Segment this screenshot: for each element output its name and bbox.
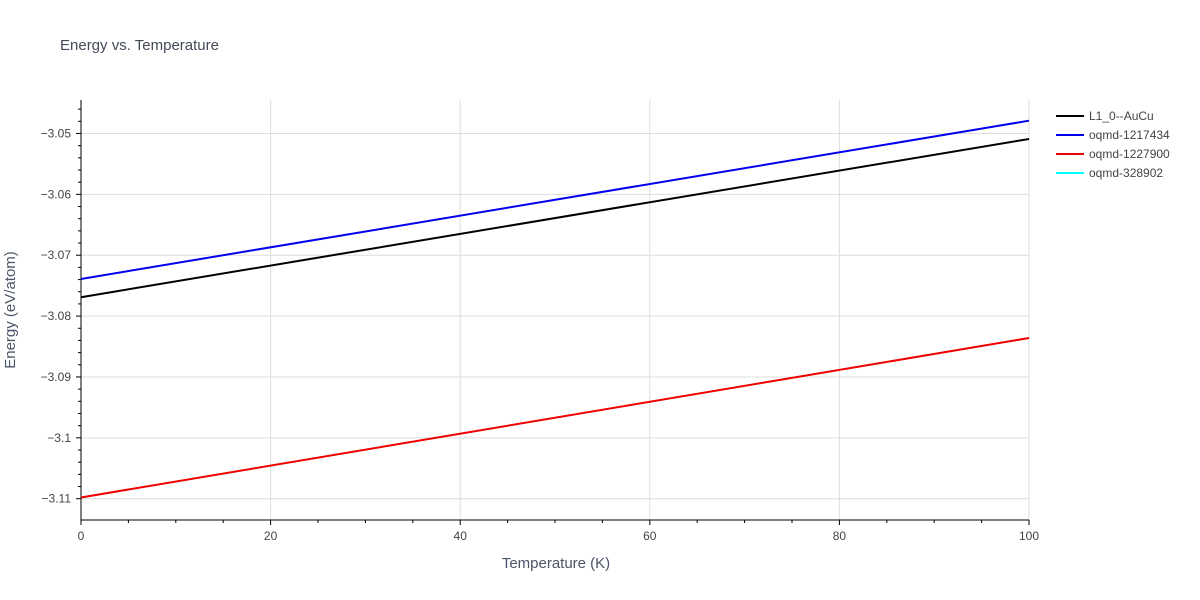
x-tick-label: 60 <box>643 529 657 543</box>
x-tick-label: 100 <box>1019 529 1039 543</box>
legend-entry: L1_0--AuCu <box>1089 109 1154 123</box>
y-tick-label: −3.1 <box>47 431 71 445</box>
y-tick-label: −3.08 <box>41 309 72 323</box>
legend-entry: oqmd-1227900 <box>1089 147 1170 161</box>
legend-entry: oqmd-328902 <box>1089 166 1163 180</box>
y-tick-label: −3.09 <box>41 370 72 384</box>
x-tick-label: 0 <box>78 529 85 543</box>
y-tick-label: −3.11 <box>42 492 72 506</box>
legend: L1_0--AuCu oqmd-1217434 oqmd-1227900 oqmd-3… <box>1056 109 1170 180</box>
y-axis-title: Energy (eV/atom) <box>2 251 19 369</box>
y-tick-label: −3.05 <box>41 126 72 140</box>
x-tick-label: 20 <box>264 529 278 543</box>
x-axis-title: Temperature (K) <box>502 555 610 572</box>
axes: 0 20 40 60 80 100 −3.05 −3.06 −3.07 −3.08 −3.09 −3.… <box>41 100 1039 543</box>
y-tick-label: −3.07 <box>41 248 72 262</box>
series-line <box>80 119 1030 280</box>
x-tick-label: 40 <box>454 529 468 543</box>
series-line <box>80 337 1030 499</box>
x-tick-label: 80 <box>833 529 847 543</box>
chart-title: Energy vs. Temperature <box>60 37 219 54</box>
legend-entry: oqmd-1217434 <box>1089 128 1170 142</box>
series-line <box>80 137 1030 299</box>
y-tick-label: −3.06 <box>41 187 72 201</box>
series-lines <box>80 119 1030 499</box>
grid <box>81 100 1030 520</box>
